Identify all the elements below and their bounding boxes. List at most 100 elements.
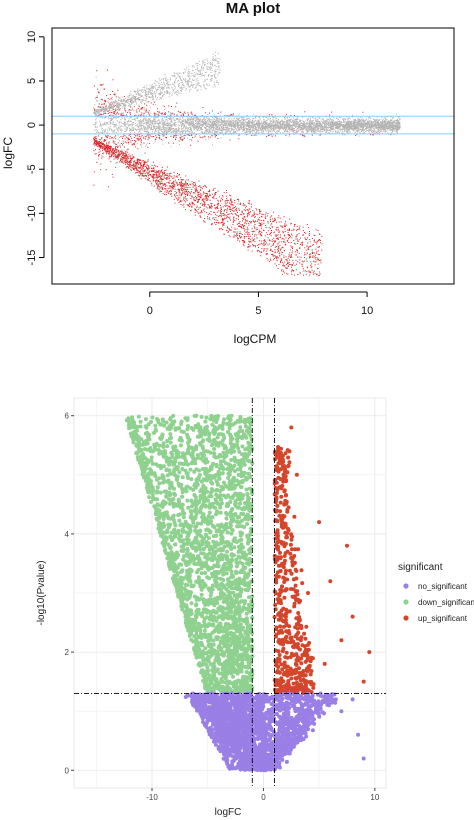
ma-point <box>195 117 197 119</box>
ma-point <box>229 139 231 141</box>
ma-point <box>399 125 401 127</box>
ma-point <box>295 129 297 131</box>
ma-point <box>320 122 321 124</box>
ma-point <box>296 129 298 131</box>
ma-point <box>395 128 397 130</box>
ma-point <box>254 120 256 122</box>
ma-point <box>272 121 274 122</box>
ma-point <box>173 113 175 115</box>
ma-point <box>393 127 395 129</box>
ma-point <box>288 131 290 133</box>
ma-point <box>201 128 202 130</box>
ma-point <box>154 126 156 127</box>
ma-point <box>277 130 279 132</box>
ma-point <box>294 115 295 116</box>
ma-point <box>268 132 269 133</box>
ma-point <box>195 120 196 122</box>
ma-point <box>112 176 114 178</box>
ma-point <box>140 125 142 127</box>
ma-point <box>132 127 134 129</box>
ma-point <box>156 126 158 128</box>
ma-point <box>322 130 324 132</box>
ma-point <box>138 98 140 100</box>
ma-point <box>184 111 186 113</box>
ma-point <box>213 125 214 127</box>
ma-point <box>323 121 325 123</box>
ma-point <box>220 123 222 125</box>
ma-point <box>316 120 318 122</box>
ma-point <box>98 158 99 160</box>
ma-point <box>189 128 191 130</box>
ma-point <box>228 128 230 130</box>
ma-point <box>325 122 327 124</box>
ma-point <box>392 123 393 125</box>
ma-point <box>100 84 102 86</box>
ma-point <box>207 131 209 132</box>
ma-point <box>197 126 199 128</box>
ma-point <box>386 124 387 126</box>
ma-point <box>372 124 374 126</box>
ma-point <box>202 125 204 127</box>
ma-point <box>153 116 155 118</box>
ma-point <box>373 127 375 129</box>
ma-point <box>243 127 245 129</box>
ma-point <box>217 122 219 124</box>
ma-point <box>104 99 106 101</box>
ma-point <box>370 120 372 122</box>
ma-point <box>115 114 117 116</box>
ma-point <box>252 120 254 122</box>
ma-point <box>366 124 368 126</box>
ma-point <box>147 139 149 141</box>
ma-point <box>247 131 249 133</box>
ma-point <box>385 127 387 129</box>
ma-point <box>390 127 392 129</box>
ma-point <box>386 121 388 122</box>
ma-point <box>113 126 115 128</box>
ma-point <box>285 134 287 136</box>
ma-point <box>93 124 95 126</box>
ma-point <box>282 132 284 134</box>
ma-point <box>289 125 291 127</box>
ma-point <box>326 120 328 122</box>
ma-point <box>391 120 393 122</box>
ma-point <box>240 124 242 126</box>
ma-point <box>237 125 239 127</box>
ma-point <box>137 125 139 127</box>
ma-point <box>178 128 180 130</box>
ma-point <box>255 123 257 125</box>
ma-point <box>298 128 300 130</box>
ma-point <box>143 135 145 137</box>
ma-point <box>152 125 154 127</box>
ma-point <box>347 127 349 129</box>
ma-point <box>101 117 103 119</box>
ma-point <box>297 123 299 125</box>
ma-point <box>269 123 270 125</box>
ma-point <box>250 127 252 129</box>
ma-point <box>205 129 207 130</box>
ma-point <box>222 128 224 130</box>
ma-point <box>127 122 129 124</box>
ma-point <box>277 127 279 129</box>
ma-point <box>262 127 264 129</box>
ma-point <box>113 116 115 118</box>
ma-point <box>227 128 229 130</box>
ma-point <box>209 132 211 133</box>
ma-point <box>109 118 111 120</box>
ma-point <box>191 132 193 134</box>
ma-point <box>145 110 147 111</box>
ma-point <box>348 124 350 126</box>
ma-point <box>239 129 240 131</box>
ma-point <box>232 132 234 134</box>
ma-point <box>111 96 113 98</box>
ma-point <box>207 125 208 127</box>
ma-point <box>140 114 142 116</box>
ma-point <box>178 127 180 129</box>
ma-point <box>168 118 170 120</box>
ma-point <box>261 130 263 132</box>
ma-point <box>138 131 140 133</box>
ma-point <box>150 122 152 124</box>
ma-point <box>300 127 302 129</box>
ma-point <box>215 122 217 124</box>
ma-point <box>352 127 354 129</box>
ma-point <box>258 126 260 128</box>
